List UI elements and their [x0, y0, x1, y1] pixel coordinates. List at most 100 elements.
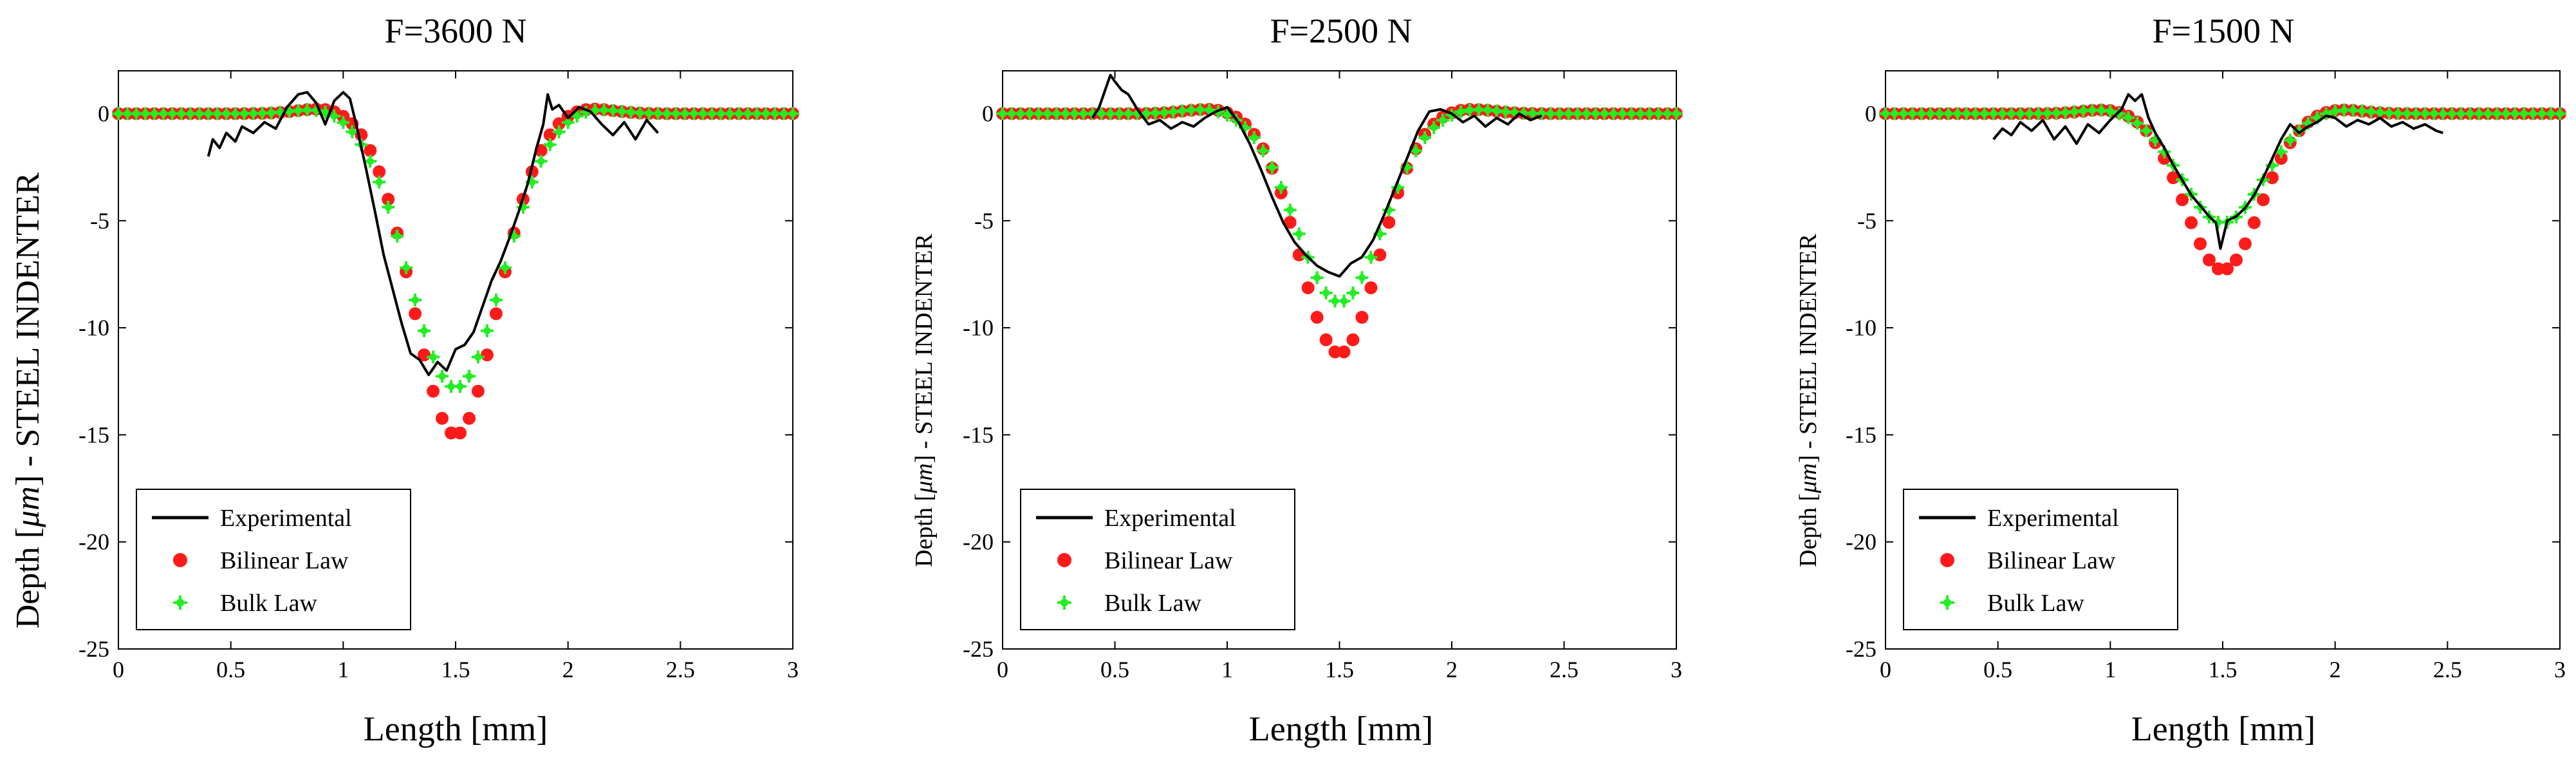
panel-2-xtick-label: 1.5	[1325, 657, 1354, 682]
panel-2-ytick-label: 0	[982, 101, 994, 127]
panel-1-ylabel-text: Depth [	[10, 527, 46, 628]
panel-2-bulk-point	[1427, 121, 1441, 135]
panel-2-ytick-label: -5	[974, 208, 994, 234]
panel-1-bulk-point	[570, 109, 584, 123]
panel-1-legend: Experimental Bilinear Law Bulk Law	[136, 489, 411, 630]
panel-3-xtick-label: 1.5	[2209, 657, 2238, 682]
panel-3-bilinear-point	[2256, 193, 2270, 207]
panel-1-bilinear-point	[382, 192, 395, 206]
panel-1-bulk-point	[400, 261, 413, 274]
panel-1-bulk-point	[427, 350, 440, 364]
panel-2-legend: Experimental Bilinear Law Bulk Law	[1020, 489, 1295, 630]
panel-2-xtick-label: 0	[997, 657, 1008, 682]
panel-1-xtick-label: 1.5	[441, 657, 470, 682]
panel-3-ytick-label: -10	[1846, 315, 1876, 341]
panel-3-bilinear-point	[2230, 253, 2243, 267]
panel-2-bulk-point	[1274, 180, 1288, 194]
panel-1-bilinear-point	[409, 307, 422, 321]
panel-3-bulk-point	[2274, 145, 2288, 158]
svg-text:Depth [μm] - STEEL INDENTER: Depth [μm] - STEEL INDENTER	[911, 233, 938, 567]
panel-2-bilinear-point	[1364, 281, 1378, 294]
panel-3-plot: 0 0.5 1 1.5 2 2.5 3 0 -5 -10 -15 -20 -25 Experimental…	[1846, 70, 2567, 682]
panel-2-bulk-point	[1418, 131, 1432, 144]
panel-1-ytick-label: -20	[79, 529, 109, 555]
panel-1-bulk-point	[489, 293, 503, 307]
panel-2-ylabel-suffix: ] - STEEL INDENTER	[911, 233, 938, 463]
panel-2-bilinear-point	[1301, 281, 1315, 294]
panel-1-bulk-point	[418, 324, 431, 337]
panel-2-bilinear-point	[1337, 345, 1351, 359]
panel-1-bulk-point	[373, 175, 386, 189]
panel-1-bulk-point	[786, 107, 800, 120]
panel-2-bulk-point	[1265, 161, 1279, 174]
panel-2-legend-dot-marker	[1057, 553, 1071, 567]
panel-1-ylabel-suffix: ] - STEEL INDENTER	[10, 172, 46, 486]
panel-3-ylabel-text: Depth [	[1795, 493, 1822, 567]
panel-1-bilinear-point	[454, 426, 467, 440]
panel-2-xlabel: Length [mm]	[1249, 709, 1433, 748]
panel-3-bilinear-point	[2203, 253, 2216, 267]
panel-2-bilinear-point	[1346, 333, 1360, 346]
panel-3-series-experimental	[1992, 93, 2443, 250]
panel-3-bilinear-point	[2238, 237, 2252, 250]
panel-1-bulk-point	[498, 261, 512, 274]
panel-2-bulk-point	[1310, 271, 1324, 285]
panel-2: F=2500 N Depth [μm] - STEEL INDENTER Len…	[911, 12, 1683, 748]
panel-3-xtick-label: 0	[1880, 657, 1891, 682]
panel-1-bilinear-point	[445, 426, 458, 440]
panel-2-bilinear-point	[1373, 248, 1387, 261]
panel-2-xtick-label: 1	[1221, 657, 1233, 682]
panel-3-ytick-label: -25	[1846, 636, 1876, 662]
panel-3-ytick-label: -15	[1846, 422, 1876, 447]
panel-2-ytick-label: -25	[963, 636, 994, 662]
panel-2-bulk-point	[1436, 113, 1450, 127]
panel-1-bilinear-point	[364, 144, 377, 157]
panel-3-bilinear-point	[2194, 237, 2207, 250]
panel-2-bulk-point	[1346, 286, 1360, 300]
panel-1-title: F=3600 N	[385, 12, 527, 50]
panel-2-bulk-point	[1283, 203, 1297, 217]
panel-1-ytick-label: 0	[98, 101, 109, 127]
panel-1-ylabel-unit: μm	[10, 486, 46, 528]
panel-2-legend-label: Bulk Law	[1104, 590, 1201, 617]
panel-1-bulk-point	[552, 125, 566, 138]
panel-2-xtick-label: 2	[1446, 657, 1458, 682]
panel-2-legend-label: Bilinear Law	[1104, 547, 1233, 574]
panel-3-legend: Experimental Bilinear Law Bulk Law	[1903, 489, 2178, 630]
panel-3: F=1500 N Depth [μm] - STEEL INDENTER Len…	[1795, 12, 2567, 748]
panel-2-bulk-point	[1220, 108, 1234, 122]
panel-2-bulk-point	[1364, 250, 1378, 264]
panel-2-bulk-point	[1247, 131, 1261, 144]
panel-2-bilinear-point	[1355, 310, 1369, 324]
panel-1-bulk-point	[534, 155, 548, 168]
panel-3-xtick-label: 2.5	[2433, 657, 2462, 682]
panel-2-plot: 0 0.5 1 1.5 2 2.5 3 0 -5 -10 -15 -20 -25 Experimental…	[963, 70, 1683, 682]
panel-1-bilinear-point	[373, 165, 386, 178]
panel-2-bilinear-point	[1310, 310, 1324, 324]
panel-1-ytick-label: -5	[90, 208, 109, 234]
panel-3-legend-label: Experimental	[1987, 505, 2119, 532]
panel-3-bulk-point	[2283, 133, 2297, 147]
panel-2-xtick-label: 2.5	[1550, 657, 1579, 682]
panel-3-bulk-point	[2131, 117, 2144, 130]
panel-1-bilinear-point	[463, 411, 476, 425]
panel-3-bilinear-point	[2212, 262, 2225, 276]
panel-3-bulk-point	[2553, 107, 2567, 120]
panel-1-bilinear-point	[436, 411, 449, 425]
panel-2-bulk-point	[1409, 144, 1423, 158]
panel-1-bilinear-point	[427, 384, 440, 398]
panel-1-bulk-point	[409, 293, 422, 307]
panel-1-bulk-point	[471, 350, 485, 364]
panel-1-bulk-point	[382, 200, 395, 214]
panel-1-bilinear-point	[552, 117, 566, 131]
svg-text:Depth [μm] - STEEL INDENTER: Depth [μm] - STEEL INDENTER	[10, 172, 46, 628]
panel-2-series-experimental	[1091, 73, 1543, 278]
panel-2-bulk-point	[1319, 286, 1333, 300]
panel-3-xtick-label: 1	[2104, 657, 2116, 682]
panel-1-legend-star-marker	[173, 596, 187, 610]
panel-2-bilinear-point	[1382, 216, 1396, 229]
panel-2-ylabel: Depth [μm] - STEEL INDENTER	[911, 233, 938, 567]
svg-text:Depth [μm] - STEEL INDENTER: Depth [μm] - STEEL INDENTER	[1795, 233, 1822, 567]
panel-3-legend-label: Bulk Law	[1987, 590, 2084, 617]
